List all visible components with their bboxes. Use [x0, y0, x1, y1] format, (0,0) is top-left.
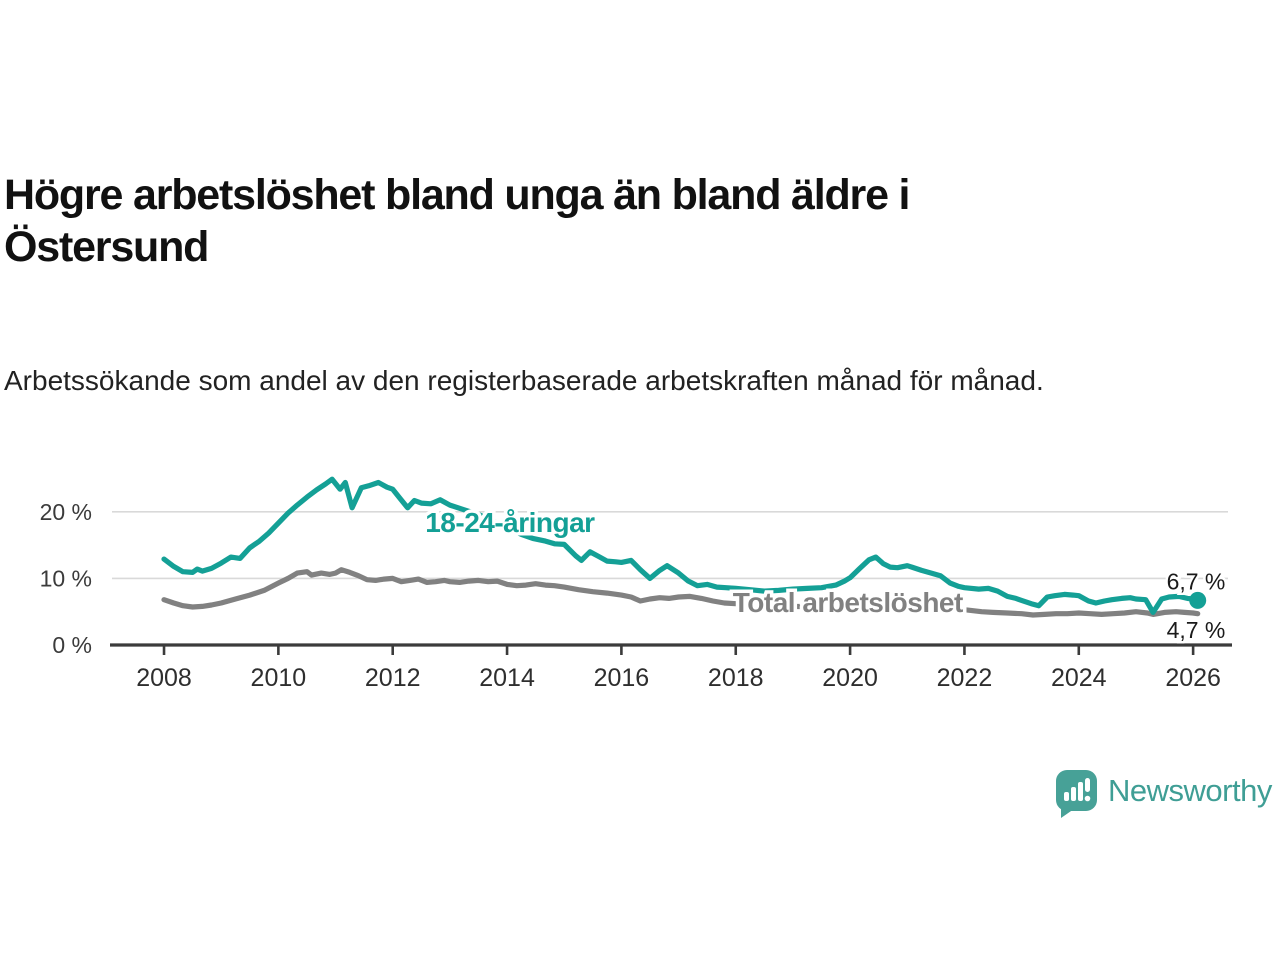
end-value-label-young: 6,7 % [1167, 569, 1226, 595]
newsworthy-wordmark: Newsworthy [1108, 772, 1272, 808]
end-value-label-total: 4,7 % [1167, 617, 1226, 643]
newsworthy-branding: Newsworthy [1056, 770, 1272, 818]
x-axis-label-2008: 2008 [136, 664, 192, 692]
x-axis-label-2012: 2012 [365, 664, 421, 692]
y-axis-label-0: 0 % [52, 632, 92, 658]
end-point-dot [1189, 591, 1207, 609]
x-axis-label-2026: 2026 [1165, 664, 1221, 692]
line-chart: 0 % 10 % 20 % 2008 2010 2012 2014 2016 2018 2020 2… [0, 455, 1280, 705]
x-axis-label-2016: 2016 [594, 664, 650, 692]
newsworthy-logo-icon [1056, 770, 1097, 818]
y-axis-label-10: 10 % [40, 565, 92, 591]
x-axis-label-2024: 2024 [1051, 664, 1107, 692]
line-young [161, 476, 1201, 615]
x-axis-label-2020: 2020 [822, 664, 878, 692]
x-axis-label-2014: 2014 [479, 664, 535, 692]
line-total [161, 567, 1201, 618]
y-axis-label-20: 20 % [40, 499, 92, 525]
x-axis-label-2022: 2022 [937, 664, 993, 692]
x-axis-label-2010: 2010 [251, 664, 307, 692]
chart-canvas: 0 % 10 % 20 % 2008 2010 2012 2014 2016 2018 2020 2… [40, 476, 1232, 692]
series-label-young: 18-24-åringar [425, 507, 595, 538]
page-title: Högre arbetslöshet bland unga än bland ä… [4, 170, 910, 272]
chart-subtitle: Arbetssökande som andel av den registerb… [4, 365, 1044, 396]
x-axis-label-2018: 2018 [708, 664, 764, 692]
series-label-total: Total arbetslöshet [733, 587, 963, 618]
bar-chart-bubble-icon [1064, 778, 1091, 802]
